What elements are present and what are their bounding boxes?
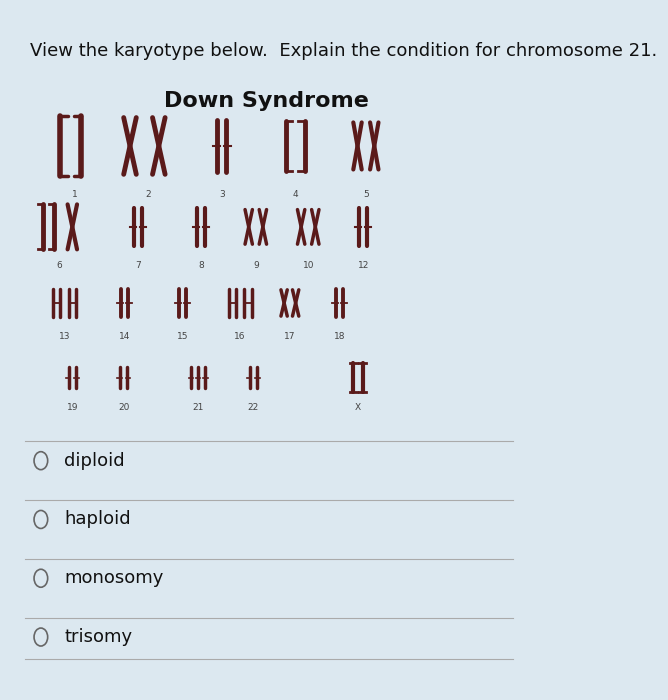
Text: 2: 2 [146,190,151,199]
Text: 1: 1 [72,190,77,199]
Text: 12: 12 [357,262,369,270]
Text: 5: 5 [363,190,369,199]
Text: Down Syndrome: Down Syndrome [164,90,369,111]
Text: 21: 21 [192,402,204,412]
Text: trisomy: trisomy [64,628,132,646]
Text: 8: 8 [198,262,204,270]
Text: 20: 20 [118,402,130,412]
Text: 7: 7 [135,262,141,270]
Text: monosomy: monosomy [64,569,164,587]
Text: 4: 4 [293,190,298,199]
Text: haploid: haploid [64,510,131,528]
Text: X: X [355,402,361,412]
Text: 17: 17 [284,332,296,341]
Text: 6: 6 [56,262,62,270]
Text: 9: 9 [253,262,259,270]
Text: 18: 18 [334,332,345,341]
Text: 14: 14 [119,332,130,341]
Text: 19: 19 [67,402,78,412]
Text: 13: 13 [59,332,70,341]
Text: View the karyotype below.  Explain the condition for chromosome 21.: View the karyotype below. Explain the co… [30,42,657,60]
Text: 10: 10 [303,262,314,270]
Text: 16: 16 [234,332,246,341]
Text: 22: 22 [248,402,259,412]
Text: diploid: diploid [64,452,125,470]
Text: 15: 15 [176,332,188,341]
Text: 3: 3 [219,190,224,199]
